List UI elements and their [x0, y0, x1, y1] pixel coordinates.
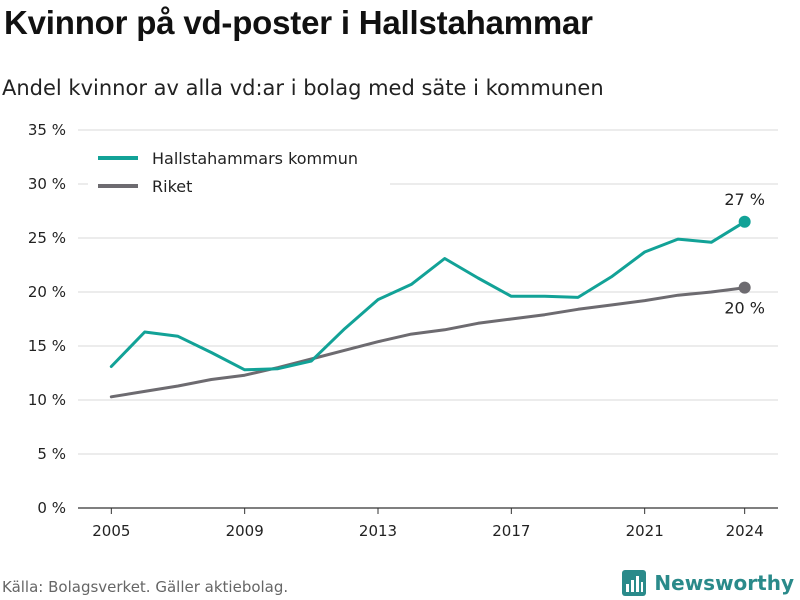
legend: Hallstahammars kommun Riket — [88, 144, 390, 198]
newsworthy-logo-icon — [622, 570, 647, 596]
y-tick-label: 10 % — [28, 391, 66, 409]
y-tick-label: 35 % — [28, 121, 66, 139]
series-line — [109, 286, 747, 399]
chart-title: Kvinnor på vd-poster i Hallstahammar — [4, 4, 593, 41]
y-axis-ticks: 0 % 5 % 10 % 15 % 20 % 25 % 30 % 35 % — [28, 121, 66, 517]
x-tick-label: 2013 — [359, 522, 397, 540]
y-tick-label: 0 % — [37, 499, 66, 517]
legend-background — [88, 144, 390, 198]
chart-subtitle: Andel kvinnor av alla vd:ar i bolag med … — [2, 76, 604, 100]
legend-label: Hallstahammars kommun — [152, 149, 358, 168]
legend-label: Riket — [152, 177, 192, 196]
x-tick-label: 2021 — [626, 522, 664, 540]
y-tick-label: 5 % — [37, 445, 66, 463]
series-lines — [109, 220, 747, 399]
line-chart: 0 %5 %10 %15 %20 %25 %30 %35 % 2005 2009 2… — [28, 121, 778, 540]
y-tick-label: 25 % — [28, 229, 66, 247]
x-tick-label: 2024 — [726, 522, 764, 540]
x-tick-label: 2005 — [92, 522, 130, 540]
series-end-label: 27 % — [724, 190, 765, 209]
end-labels: 27 % 20 % — [724, 190, 765, 318]
series-end-point — [738, 215, 751, 228]
y-tick-label: 15 % — [28, 337, 66, 355]
series-end-point — [738, 281, 751, 294]
series-end-label: 20 % — [724, 299, 765, 318]
source-note: Källa: Bolagsverket. Gäller aktiebolag. — [2, 578, 289, 596]
brand[interactable]: Newsworthy — [622, 570, 794, 596]
x-axis-ticks: 2005 2009 2013 2017 2021 2024 — [92, 508, 764, 540]
x-tick-label: 2017 — [492, 522, 530, 540]
x-tick-label: 2009 — [226, 522, 264, 540]
y-tick-label: 20 % — [28, 283, 66, 301]
brand-name: Newsworthy — [654, 571, 794, 595]
series-line — [109, 220, 747, 372]
y-tick-label: 30 % — [28, 175, 66, 193]
